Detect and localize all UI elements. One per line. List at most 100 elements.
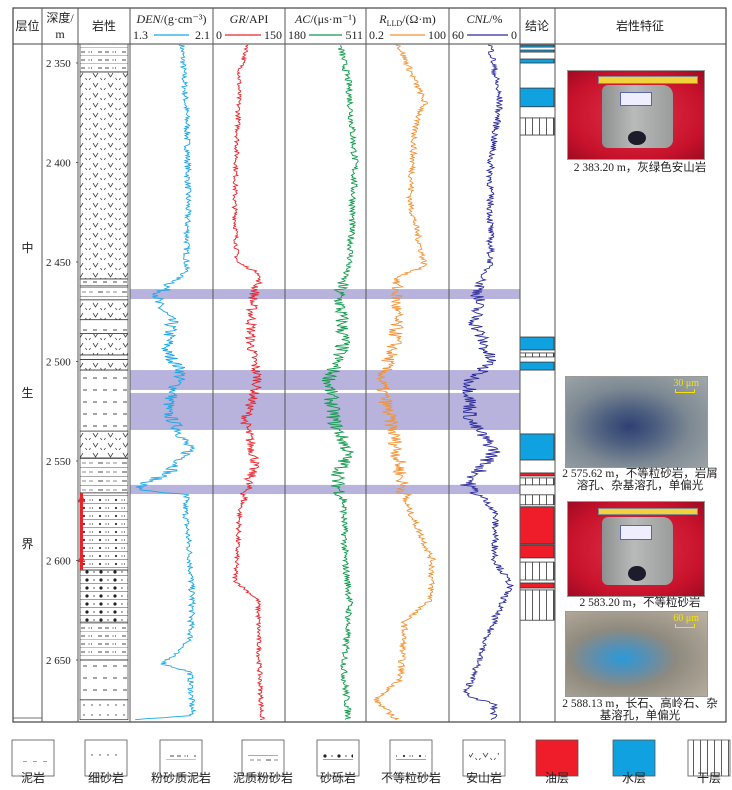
depth-scale: 2 350 2 400 2 450 2 500 2 550 2 600 2 650 [46,58,78,667]
depth-label: 2 500 [46,357,71,369]
legend-item-water: 水层 [612,739,656,785]
legend-label: 水层 [622,771,646,785]
photo-caption: 2 588.13 m，长石、高岭石、杂基溶孔，单偏光 [562,698,718,722]
curve-unit: /(Ω·m) [402,12,436,26]
conclusion-dry-layer [519,494,555,506]
strat-label: 界 [21,537,33,551]
curve-gr [231,44,265,721]
strat-labels: 中生界 [21,240,33,551]
curve-header-gr: GR/API [230,12,269,26]
legend-item-fine-sand: 细砂岩 [84,739,128,785]
scale-bar [675,624,695,628]
legend-label: 油层 [545,771,569,785]
lithology-mud [79,278,129,287]
header-features: 岩性特征 [616,18,664,33]
curve-header-den: DEN/(g·cm⁻³) [136,12,207,26]
legend-label: 干层 [697,771,721,785]
legend-pattern [396,752,426,762]
curve-headers: DEN/(g·cm⁻³) 1.3 2.1 GR/API 0 150 AC/(μs·m⁻¹) 1… [133,12,517,42]
conclusion-oil-layer [519,544,555,559]
curve-max-label: 100 [428,28,446,42]
conclusion-dry-layer [519,477,555,486]
curve-max-label: 511 [345,28,363,42]
legend-label: 不等粒砂岩 [381,770,441,785]
legend-item-mud: 泥岩 [11,739,55,785]
photo-caption: 2 383.20 m，灰绿色安山岩 [573,162,707,174]
depth-label: 2 550 [46,456,71,468]
triangle-marker-icon [77,553,86,563]
conclusion-column [519,44,555,621]
conclusion-dry-layer [519,561,555,581]
ruler [597,76,698,84]
core-photo [567,501,705,597]
curve-cnl [460,44,515,721]
legend-label: 砂砾岩 [320,770,356,785]
legend-item-unequal-sand: 不等粒砂岩 [381,739,441,785]
lithology-andesite [79,299,129,321]
curve-header-rlld: RLLD/(Ω·m) [378,12,435,28]
lithology-muddy-silt [79,43,129,73]
legend-pattern [91,752,121,762]
curve-name: DEN [136,12,162,26]
strat-label: 生 [21,386,33,400]
curve-name: CNL [466,12,489,26]
scale-bar [675,389,695,393]
curve-unit: /(g·cm⁻³) [161,12,207,26]
scale-bar-label: 60 μm [673,613,699,624]
curve-rlld [373,44,437,721]
legend-item-oil: 油层 [535,739,579,785]
depth-label: 2 400 [46,158,71,170]
legend-item-silty-mud: 泥质粉砂岩 [233,739,293,785]
legend: 泥岩 细砂岩 粉砂质泥岩 泥质粉砂岩 砂砾岩 不等粒砂岩 安山岩 油层 水层 干层 [11,739,731,785]
lithology-silty-mud [79,285,129,301]
legend-swatch [687,739,731,777]
conclusion-dry-layer [519,589,555,621]
legend-pattern [248,752,278,762]
conclusion-water-layer [519,433,555,461]
core-marker [627,565,646,581]
lithology-mud [79,369,129,432]
curve-unit: /API [246,12,269,26]
conclusion-dry-layer [519,352,555,358]
thin-section-photo: 60 μm [565,611,708,697]
depth-label: 2 450 [46,257,71,269]
conclusion-oil-layer [519,582,555,589]
curve-unit: /(μs·m⁻¹) [310,12,356,26]
conclusion-water-layer [519,336,555,351]
lithology-andesite [79,71,129,280]
photo-caption: 2 583.20 m，不等粒砂岩 [579,597,701,609]
depth-label: 2 600 [46,556,71,568]
depth-label: 2 650 [46,655,71,667]
core-label [619,524,652,540]
conclusion-dry-layer [519,117,555,136]
legend-label: 泥岩 [21,770,45,785]
photo-caption: 2 575.62 m，不等粒砂岩，岩屑溶孔、杂基溶孔，单偏光 [562,468,718,492]
lithology-andesite [79,333,129,356]
thin-section-photo: 30 μm [565,376,708,468]
legend-pattern [166,752,196,762]
lithology-fine-sand [79,699,129,721]
lithology-silty-mud [79,457,129,494]
lithology-gravel [79,569,129,623]
conclusion-water-layer [519,87,555,108]
highlight-band [130,484,520,495]
lithology-andesite [79,359,129,371]
curve-min-label: 1.3 [133,28,148,42]
legend-swatch [612,739,656,777]
curve-min-label: 180 [288,28,306,42]
highlight-band [130,289,520,300]
legend-item-dry: 干层 [687,739,731,785]
legend-label: 安山岩 [466,770,502,785]
curve-subscript: LLD [387,19,403,28]
core-label [619,92,652,107]
curve-min-label: 0 [216,28,222,42]
triangle-marker-icon [77,493,86,503]
curve-max-label: 0 [511,28,517,42]
legend-label: 泥质粉砂岩 [233,770,293,785]
conclusion-water-layer [519,58,555,64]
scale-bar-label: 30 μm [673,378,699,389]
lithology-mud [79,659,129,701]
curve-name: R [378,12,387,26]
curve-name: AC [294,12,311,26]
